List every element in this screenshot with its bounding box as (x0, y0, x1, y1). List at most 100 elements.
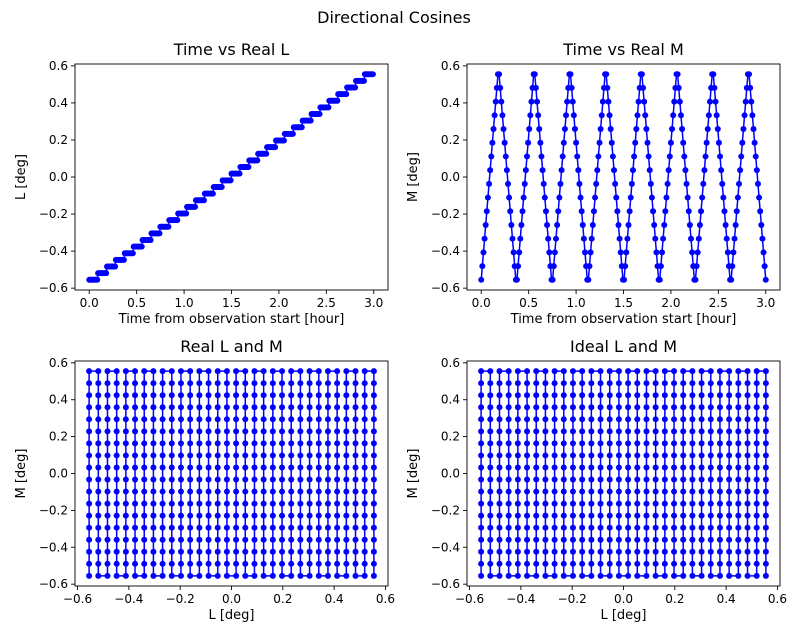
x-tick-label: 0.6 (768, 592, 787, 606)
data-point (625, 548, 632, 555)
data-point (324, 536, 331, 543)
data-point (487, 500, 494, 507)
data-point (696, 221, 703, 228)
data-point (334, 404, 341, 411)
data-point (680, 512, 687, 519)
subplot-title: Time vs Real M (562, 40, 684, 59)
data-point (200, 197, 207, 204)
data-point (159, 548, 166, 555)
data-point (549, 276, 556, 283)
data-point (538, 153, 545, 160)
x-tick-label: 1.0 (567, 296, 586, 310)
data-point (698, 416, 705, 423)
data-point (95, 548, 102, 555)
data-point (196, 464, 203, 471)
data-point (496, 500, 503, 507)
data-point (762, 548, 769, 555)
data-point (361, 452, 368, 459)
data-point (487, 524, 494, 531)
data-point (505, 548, 512, 555)
data-point (579, 488, 586, 495)
data-point (122, 512, 129, 519)
data-point (533, 464, 540, 471)
data-point (315, 428, 322, 435)
data-point (150, 428, 157, 435)
data-point (689, 572, 696, 579)
data-point (503, 167, 510, 174)
data-point (370, 428, 377, 435)
data-point (86, 476, 93, 483)
data-point (716, 560, 723, 567)
data-point (233, 524, 240, 531)
data-point (753, 392, 760, 399)
data-point (510, 249, 517, 256)
data-point (661, 524, 668, 531)
data-point (588, 572, 595, 579)
data-point (634, 548, 641, 555)
x-tick-label: 0.4 (325, 592, 344, 606)
data-point (260, 536, 267, 543)
data-point (686, 221, 693, 228)
data-point (625, 572, 632, 579)
data-point (567, 71, 574, 78)
figure-title: Directional Cosines (317, 8, 471, 27)
y-axis-label: M [deg] (406, 152, 421, 202)
data-point (753, 560, 760, 567)
data-point (716, 548, 723, 555)
data-point (744, 548, 751, 555)
data-point (753, 512, 760, 519)
data-point (104, 560, 111, 567)
data-point (666, 153, 673, 160)
data-point (165, 223, 172, 230)
data-point (622, 263, 629, 270)
subplot-2: 0.0 0.5 1.0 1.5 2.0 2.5 3.0 −0.6 −0.4 −0.2 0.0 0.2 0… (406, 40, 781, 327)
subplot-title: Real L and M (180, 337, 283, 356)
data-point (536, 126, 543, 133)
data-point (634, 512, 641, 519)
data-point (129, 250, 136, 257)
data-point (671, 512, 678, 519)
data-point (588, 548, 595, 555)
data-point (532, 84, 539, 91)
subplot-title: Ideal L and M (570, 337, 677, 356)
data-point (574, 153, 581, 160)
data-point (260, 560, 267, 567)
data-point (324, 512, 331, 519)
data-point (735, 452, 742, 459)
data-point (698, 368, 705, 375)
data-point (505, 440, 512, 447)
data-point (615, 548, 622, 555)
data-point (597, 380, 604, 387)
x-tick-label: 2.0 (269, 296, 288, 310)
data-point (159, 416, 166, 423)
data-point (671, 548, 678, 555)
data-point (150, 368, 157, 375)
data-point (496, 416, 503, 423)
data-point (343, 512, 350, 519)
data-point (689, 428, 696, 435)
data-point (205, 452, 212, 459)
data-point (606, 512, 613, 519)
data-point (122, 536, 129, 543)
data-point (196, 404, 203, 411)
data-point (196, 416, 203, 423)
data-point (214, 500, 221, 507)
data-point (483, 208, 490, 215)
data-point (569, 416, 576, 423)
data-point (753, 500, 760, 507)
data-point (514, 392, 521, 399)
data-point (615, 560, 622, 567)
data-point (132, 536, 139, 543)
data-point (664, 180, 671, 187)
x-tick-label: −0.4 (506, 592, 535, 606)
data-point (236, 170, 243, 177)
data-point (551, 404, 558, 411)
series-line (88, 370, 375, 577)
data-point (716, 488, 723, 495)
data-point (726, 572, 733, 579)
data-point (531, 71, 538, 78)
data-point (715, 139, 722, 146)
data-point (694, 249, 701, 256)
data-point (679, 126, 686, 133)
data-point (514, 464, 521, 471)
